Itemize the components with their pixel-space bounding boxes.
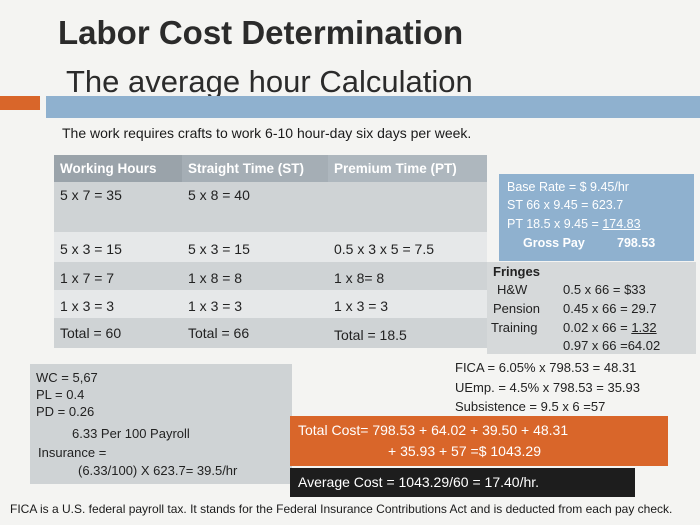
blue-divider-bar [46,96,700,118]
training-value-line: 0.02 x 66 = 1.32 [563,320,657,335]
table-cell: 1 x 8= 8 [334,270,385,286]
table-row: 5 x 7 = 35 5 x 8 = 40 [54,182,487,232]
table-cell: 5 x 8 = 40 [188,187,250,203]
pd-text: PD = 0.26 [36,404,95,419]
base-rate-text: Base Rate = $ 9.45/hr [507,180,629,194]
training-value: 1.32 [631,320,657,335]
hw-label: H&W [497,282,528,297]
header-working-hours: Working Hours [60,161,157,176]
table-row: 1 x 7 = 7 1 x 8 = 8 1 x 8= 8 [54,262,487,290]
insurance-box: WC = 5,67 PL = 0.4 PD = 0.26 6.33 Per 10… [30,364,292,484]
table-row: 1 x 3 = 3 1 x 3 = 3 1 x 3 = 3 [54,290,487,318]
table-cell: 1 x 8 = 8 [188,270,243,286]
slide-title: Labor Cost Determination [58,14,464,51]
gross-pay-label: Gross Pay [523,236,585,250]
pt-pay-label: PT 18.5 x 9.45 = [507,217,603,231]
table-cell: 5 x 7 = 35 [60,187,122,203]
gross-pay-value: 798.53 [617,236,656,250]
orange-accent-bar [0,96,40,110]
total-cost-line2: + 35.93 + 57 =$ 1043.29 [388,443,541,459]
table-cell [328,182,487,232]
average-cost-box: Average Cost = 1043.29/60 = 17.40/hr. [290,468,635,497]
table-row: Total = 60 Total = 66 Total = 18.5 [54,318,487,348]
wc-text: WC = 5,67 [36,370,98,385]
table-cell: 1 x 3 = 3 [188,298,243,314]
per-100-payroll-text: 6.33 Per 100 Payroll [72,426,190,441]
subsistence-text: Subsistence = 9.5 x 6 =57 [455,399,606,414]
base-rate-box: Base Rate = $ 9.45/hr ST 66 x 9.45 = 623… [499,174,694,261]
header-premium-time: Premium Time (PT) [328,155,487,182]
table-row: 5 x 3 = 15 5 x 3 = 15 0.5 x 3 x 5 = 7.5 [54,232,487,262]
training-label: Training [491,320,538,335]
pl-text: PL = 0.4 [36,387,85,402]
total-cost-line1: Total Cost= 798.53 + 64.02 + 39.50 + 48.… [298,422,569,438]
total-cost-box: Total Cost= 798.53 + 64.02 + 39.50 + 48.… [290,416,668,466]
pt-pay-line: PT 18.5 x 9.45 = 174.83 [507,217,641,231]
table-cell: 5 x 3 = 15 [188,241,250,257]
fringes-label: Fringes [493,264,540,279]
table-cell: Total = 60 [60,325,122,341]
table-cell: Total = 18.5 [334,327,407,343]
insurance-label: Insurance = [38,445,107,460]
training-value-prefix: 0.02 x 66 = [563,320,632,335]
table-cell: 0.5 x 3 x 5 = 7.5 [334,241,435,257]
pt-pay-value: 174.83 [602,217,641,231]
fringes-sum: 0.97 x 66 =64.02 [563,338,661,353]
pension-value: 0.45 x 66 = 29.7 [563,301,657,316]
slide-subtitle: The average hour Calculation [66,64,473,99]
table-cell: 5 x 3 = 15 [60,241,122,257]
fringes-box: Fringes H&W 0.5 x 66 = $33 Pension 0.45 … [487,262,696,354]
table-cell: 1 x 7 = 7 [60,270,115,286]
uemp-text: UEmp. = 4.5% x 798.53 = 35.93 [455,380,641,395]
table-header-row: Working Hours Straight Time (ST) Premium… [54,155,487,182]
st-pay-text: ST 66 x 9.45 = 623.7 [507,198,624,212]
insurance-calc: (6.33/100) X 623.7= 39.5/hr [78,463,238,478]
table-cell: 1 x 3 = 3 [60,298,115,314]
average-cost-text: Average Cost = 1043.29/60 = 17.40/hr. [298,474,540,490]
table-cell: Total = 66 [188,325,250,341]
table-cell: 1 x 3 = 3 [334,298,389,314]
pension-label: Pension [493,301,540,316]
fica-text: FICA = 6.05% x 798.53 = 48.31 [455,360,637,375]
header-straight-time: Straight Time (ST) [182,155,328,182]
footnote: FICA is a U.S. federal payroll tax. It s… [10,502,673,516]
hw-value: 0.5 x 66 = $33 [563,282,646,297]
intro-text: The work requires crafts to work 6-10 ho… [62,125,472,141]
